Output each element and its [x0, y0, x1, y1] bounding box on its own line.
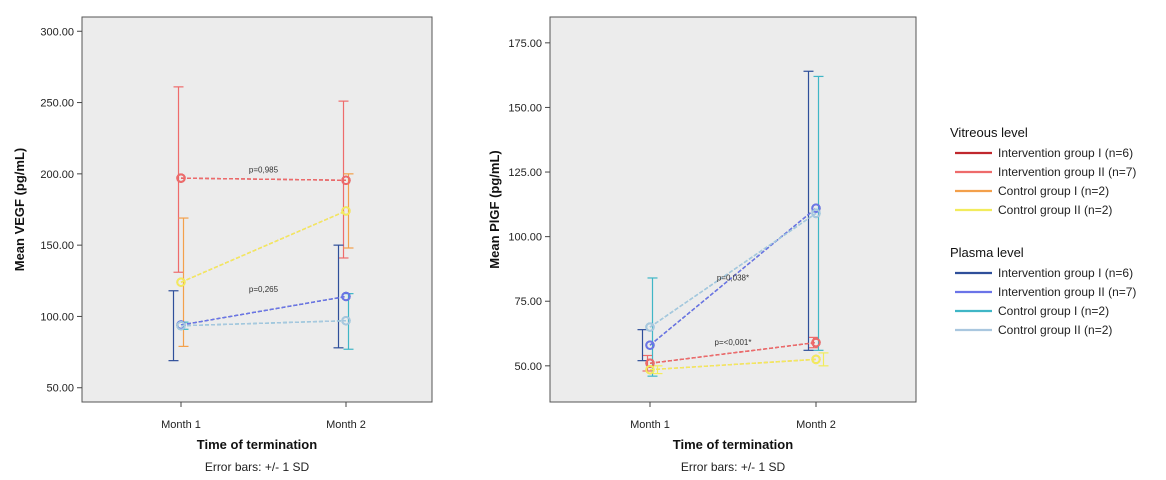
vegf-p-value-annotation: p=0,985 — [249, 165, 279, 174]
legend-item: Control group II (n=2) — [955, 323, 1112, 337]
legend-label: Control group II (n=2) — [998, 323, 1112, 337]
vegf-series — [176, 173, 351, 185]
plgf-series — [645, 208, 821, 332]
plgf-error-bar — [813, 75, 824, 351]
vegf-xtick-label: Month 1 — [161, 419, 201, 431]
plgf-series-line — [649, 341, 817, 364]
plgf-error-bar — [803, 70, 814, 351]
plgf-ytick-label: 50.00 — [514, 361, 542, 373]
vegf-error-bar — [333, 244, 344, 349]
plgf-p-value-annotation: p=<0,001* — [715, 338, 752, 347]
legend-label: Intervention group II (n=7) — [998, 285, 1136, 299]
plgf-ytick-label: 125.00 — [508, 167, 542, 179]
plgf-data-point — [645, 358, 655, 368]
vegf-series — [176, 316, 351, 331]
vegf-p-value-annotation: p=0,265 — [249, 285, 279, 294]
vegf-data-point — [341, 175, 351, 185]
plgf-error-bar-note: Error bars: +/- 1 SD — [681, 460, 786, 474]
vegf-chart: 50.00 100.00 150.00 200.00 250.00 300.00 Month… — [12, 16, 433, 474]
vegf-x-axis-label: Time of termination — [197, 437, 317, 452]
legend-item: Intervention group II (n=7) — [955, 285, 1136, 299]
plgf-data-point — [645, 322, 655, 332]
plgf-error-bar — [642, 354, 653, 372]
vegf-ytick-label: 300.00 — [40, 26, 74, 38]
plgf-ytick-label: 150.00 — [508, 102, 542, 114]
legend-group-title: Plasma level — [950, 245, 1024, 260]
plgf-y-axis-label: Mean PlGF (pg/mL) — [487, 150, 502, 268]
vegf-error-bar — [168, 290, 179, 362]
plgf-series — [645, 203, 821, 350]
vegf-ytick-label: 200.00 — [40, 169, 74, 181]
plgf-data-point — [645, 340, 655, 350]
vegf-ytick-label: 150.00 — [40, 240, 74, 252]
vegf-data-point — [341, 206, 351, 216]
plgf-chart: 50.00 75.00 100.00 125.00 150.00 175.00 Month … — [487, 16, 917, 474]
plgf-ytick-label: 175.00 — [508, 38, 542, 50]
plgf-xtick-label: Month 2 — [796, 419, 836, 431]
plgf-data-point — [811, 203, 821, 213]
legend-item: Control group I (n=2) — [955, 304, 1109, 318]
legend-item: Intervention group I (n=6) — [955, 266, 1133, 280]
legend-item: Intervention group II (n=7) — [955, 165, 1136, 179]
legend-item: Control group I (n=2) — [955, 184, 1109, 198]
vegf-data-point — [341, 316, 351, 326]
plgf-data-point — [811, 354, 821, 365]
vegf-error-bar — [343, 173, 354, 249]
vegf-series-line — [180, 320, 347, 327]
legend-item: Intervention group I (n=6) — [955, 146, 1133, 160]
legend-label: Intervention group II (n=7) — [998, 165, 1136, 179]
plgf-series-line — [649, 212, 817, 328]
vegf-xtick-label: Month 2 — [326, 419, 366, 431]
legend-label: Intervention group I (n=6) — [998, 146, 1133, 160]
plgf-data-point — [811, 337, 821, 348]
vegf-series-line — [180, 295, 347, 326]
vegf-data-point — [341, 291, 351, 302]
plgf-series — [645, 337, 821, 368]
vegf-data-point — [176, 173, 186, 183]
plgf-error-bar — [818, 352, 829, 367]
vegf-y-axis-label: Mean VEGF (pg/mL) — [12, 148, 27, 272]
plgf-error-bar — [637, 329, 648, 362]
legend-label: Control group I (n=2) — [998, 304, 1109, 318]
plgf-p-value-annotation: p=0,038* — [717, 274, 749, 283]
vegf-ytick-label: 250.00 — [40, 98, 74, 110]
plgf-x-axis-label: Time of termination — [673, 437, 793, 452]
legend-label: Control group II (n=2) — [998, 203, 1112, 217]
legend: Vitreous level Intervention group I (n=6)… — [950, 125, 1136, 337]
vegf-ytick-label: 100.00 — [40, 311, 74, 323]
plgf-ytick-label: 100.00 — [508, 232, 542, 244]
plgf-series-line — [649, 358, 817, 371]
vegf-series-line — [180, 177, 347, 181]
legend-item: Control group II (n=2) — [955, 203, 1112, 217]
plgf-xtick-label: Month 1 — [630, 419, 670, 431]
vegf-error-bar-note: Error bars: +/- 1 SD — [205, 460, 310, 474]
plgf-data-point — [645, 365, 655, 375]
vegf-series — [176, 206, 351, 287]
legend-group-title: Vitreous level — [950, 125, 1028, 140]
vegf-error-bar — [173, 86, 184, 273]
vegf-ytick-label: 50.00 — [46, 383, 74, 395]
vegf-plot-area — [81, 16, 433, 403]
plgf-series — [645, 354, 821, 375]
plgf-data-point — [811, 208, 821, 219]
vegf-data-point — [176, 277, 186, 287]
legend-label: Control group I (n=2) — [998, 184, 1109, 198]
plgf-plot-area — [549, 16, 917, 403]
plgf-ytick-label: 75.00 — [514, 296, 542, 308]
legend-label: Intervention group I (n=6) — [998, 266, 1133, 280]
vegf-data-point — [176, 321, 186, 331]
